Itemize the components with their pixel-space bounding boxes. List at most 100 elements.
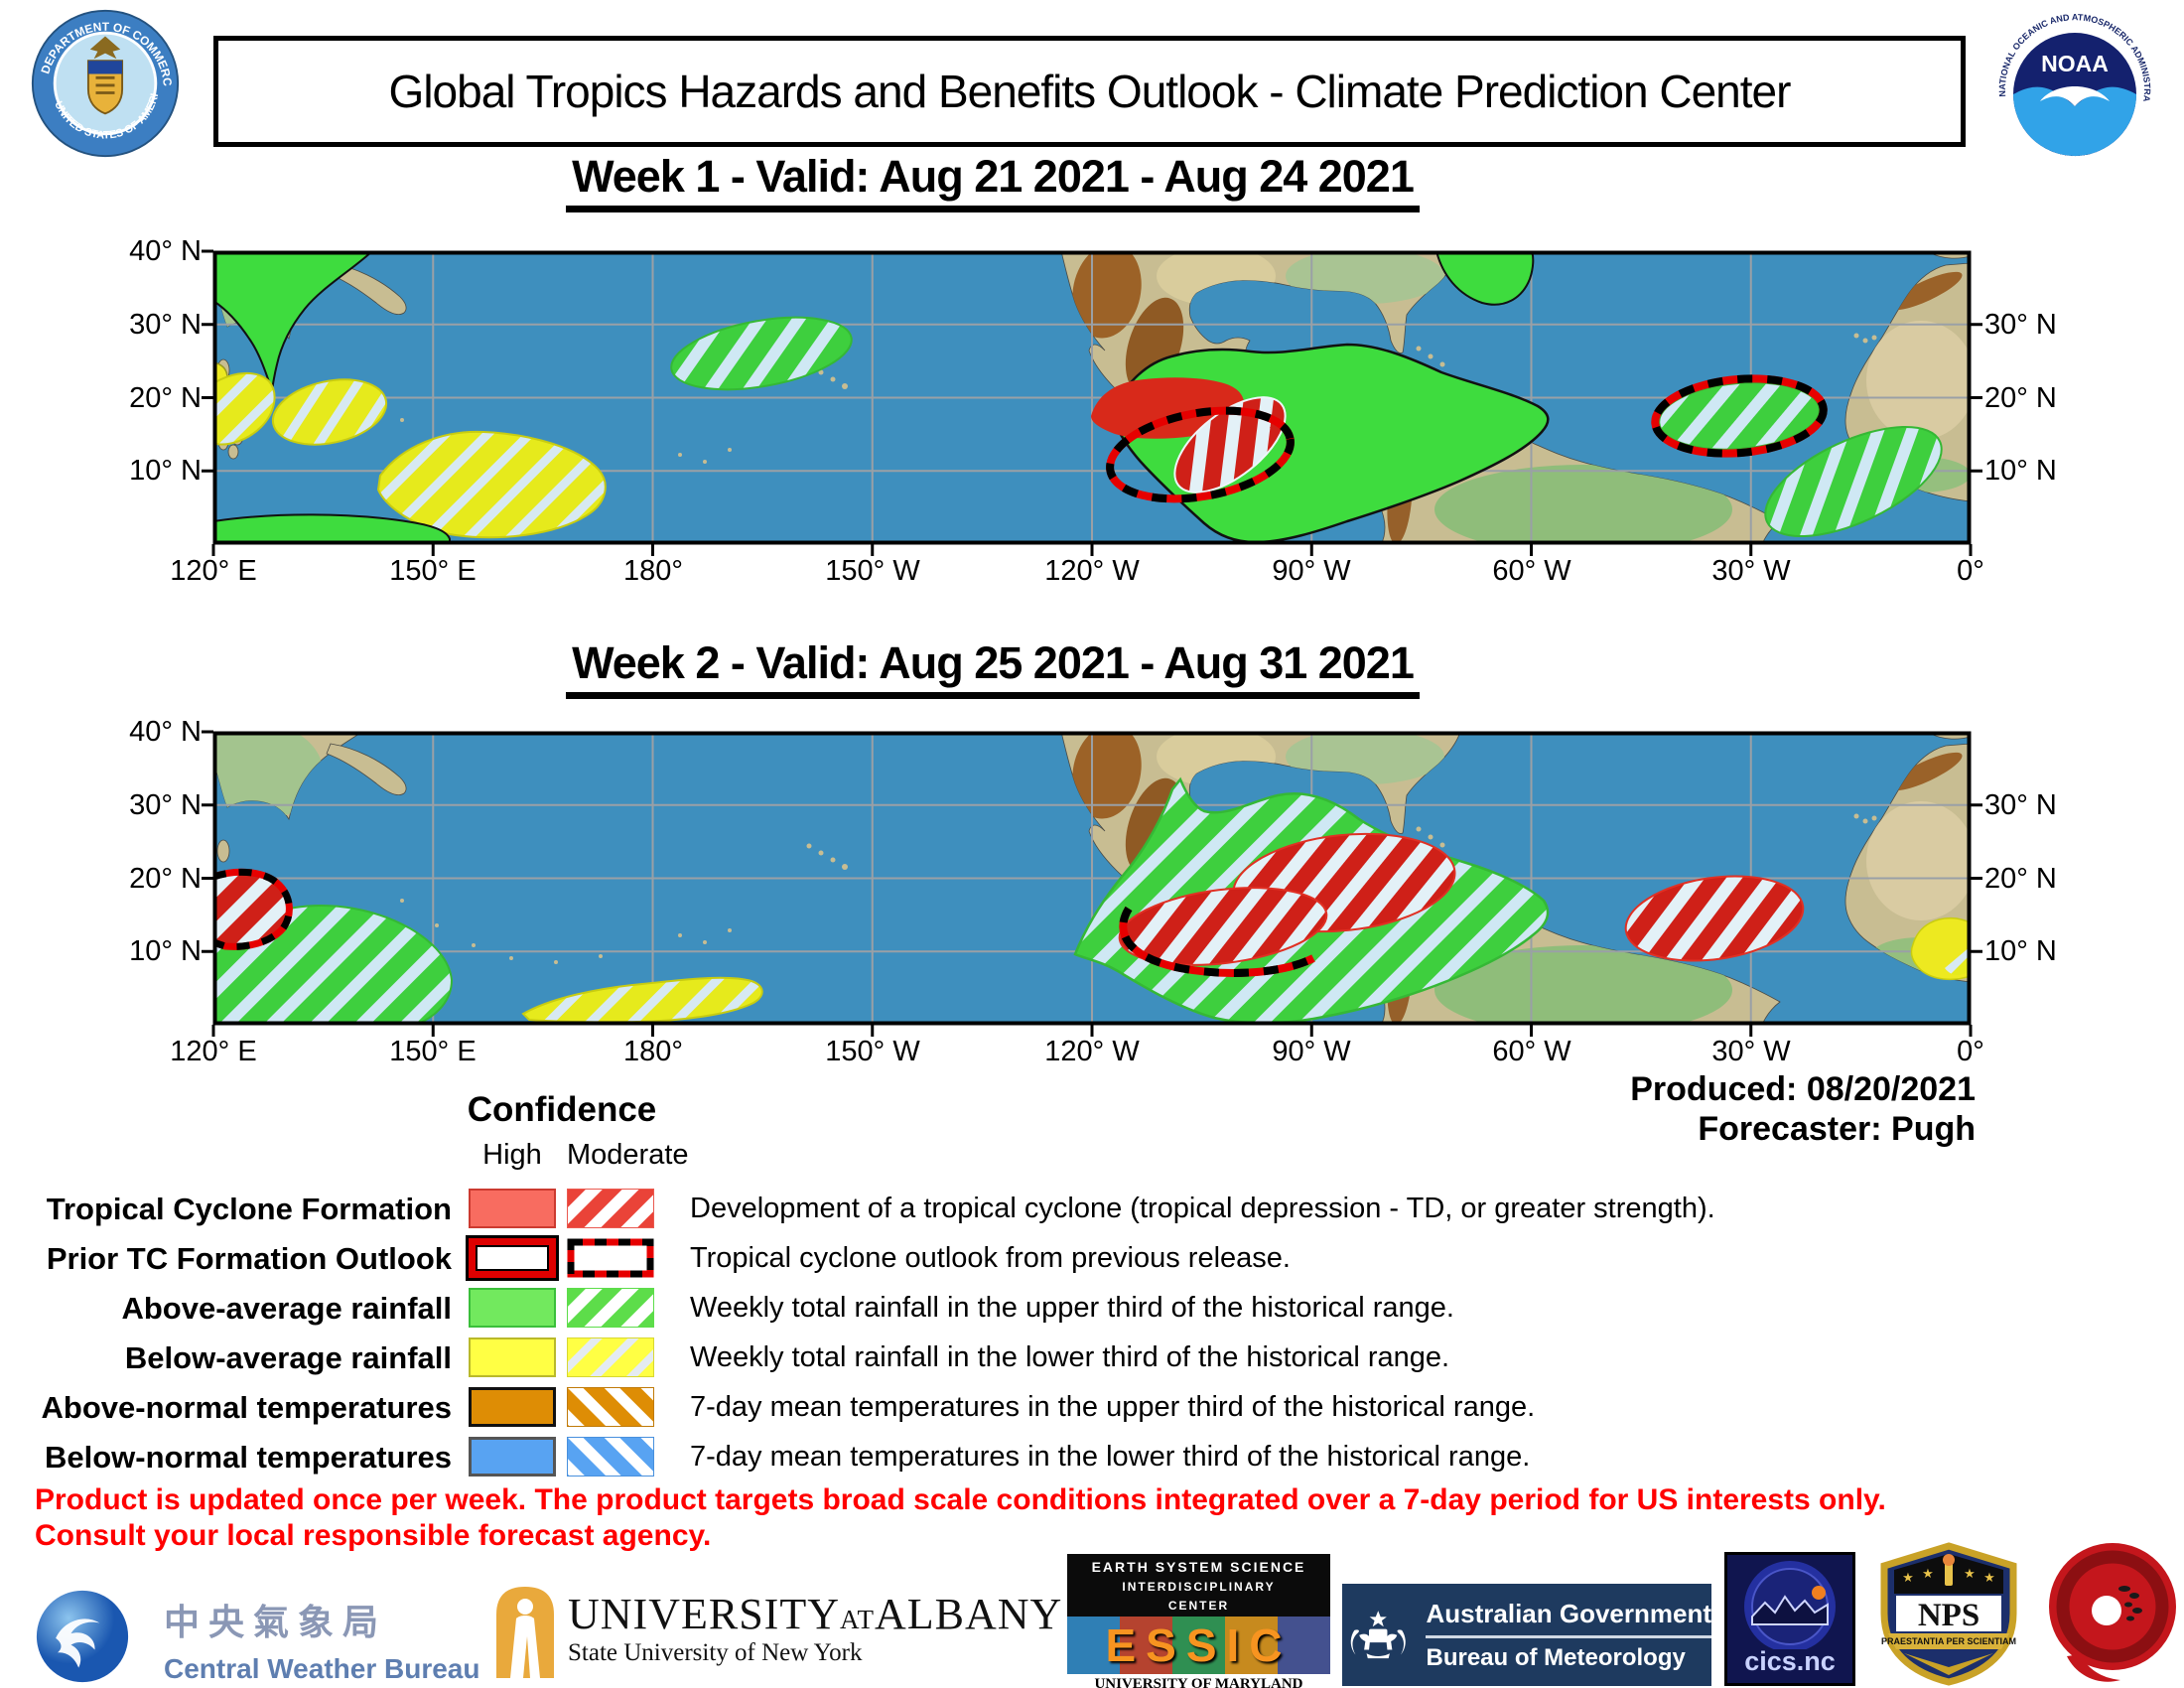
- week1-lat-40n-left: 40° N: [129, 235, 202, 267]
- week1-lon-0: 0°: [1957, 555, 1984, 587]
- legend-desc-rain-below: Weekly total rainfall in the lower third…: [690, 1341, 1450, 1373]
- legend-desc-temp-below: 7-day mean temperatures in the lower thi…: [690, 1441, 1531, 1473]
- svg-text:★: ★: [1922, 1566, 1934, 1581]
- essic-line3: CENTER: [1167, 1599, 1230, 1613]
- week2-lat-30n-right: 30° N: [1984, 789, 2057, 821]
- week1-prior-tc-outlook-atlantic: [1651, 374, 1828, 458]
- week2-tc-formation-moderate-atlantic: [1624, 875, 1805, 962]
- legend-col-moderate: Moderate: [567, 1139, 689, 1171]
- swatch-temp-below-high: [469, 1437, 556, 1477]
- svg-text:★: ★: [1983, 1570, 1995, 1585]
- week1-lon-90w: 90° W: [1272, 555, 1351, 587]
- swatch-tc-moderate: [567, 1189, 654, 1228]
- aus-divider: [1426, 1634, 1711, 1638]
- swatch-rain-below-moderate: [567, 1337, 654, 1377]
- week1-rain-above-equatorial: [213, 513, 451, 544]
- week1-lat-10n-left: 10° N: [129, 455, 202, 487]
- aus-bom-line: Bureau of Meteorology: [1426, 1643, 1686, 1671]
- week1-lon-60w: 60° W: [1492, 555, 1571, 587]
- week2-lat-20n-left: 20° N: [129, 863, 202, 895]
- week1-rain-above-east-atlantic: [1764, 425, 1943, 538]
- legend-confidence-title: Confidence: [467, 1090, 657, 1129]
- produced-date: Produced: 08/20/2021: [1630, 1070, 1976, 1108]
- week1-lon-180: 180°: [623, 555, 683, 587]
- department-of-commerce-seal: DEPARTMENT OF COMMERCE UNITED STATES OF …: [30, 8, 180, 158]
- week1-heading: Week 1 - Valid: Aug 21 2021 - Aug 24 202…: [298, 151, 1688, 212]
- week1-map-border: [212, 250, 1972, 545]
- essic-umd: UNIVERSITY OF MARYLAND: [1067, 1674, 1330, 1688]
- week2-heading: Week 2 - Valid: Aug 25 2021 - Aug 31 202…: [298, 637, 1688, 699]
- essic-line2: INTERDISCIPLINARY: [1122, 1580, 1276, 1594]
- noaa-seagull: [2040, 86, 2110, 106]
- week2-tc-formation-moderate-epac: [1118, 887, 1328, 966]
- cwb-text: 中央氣象局 Central Weather Bureau: [164, 1594, 479, 1685]
- nps-logo: ★ ★ ★ ★ NPS PRAESTANTIA PER SCIENTIAM: [1880, 1542, 2017, 1686]
- week1-lon-150e: 150° E: [389, 555, 477, 587]
- week1-lon-30w: 30° W: [1711, 555, 1791, 587]
- swatch-prior-high: [466, 1235, 559, 1281]
- week1-lon-120w: 120° W: [1044, 555, 1140, 587]
- legend-desc-tc-formation: Development of a tropical cyclone (tropi…: [690, 1193, 1715, 1224]
- cwb-logo: [36, 1590, 129, 1683]
- week1-lat-30n-right: 30° N: [1984, 309, 2057, 341]
- ualbany-mark: [496, 1587, 554, 1678]
- noaa-wordmark: NOAA: [2041, 51, 2109, 76]
- week1-lat-30n-left: 30° N: [129, 309, 202, 341]
- swatch-temp-below-moderate: [567, 1437, 654, 1477]
- week2-lon-60w: 60° W: [1492, 1036, 1571, 1067]
- week2-prior-tc-outlook-epac: [1119, 906, 1315, 977]
- legend-label-rain-above: Above-average rainfall: [121, 1291, 452, 1326]
- swatch-rain-above-high: [469, 1288, 556, 1328]
- page-title: Global Tropics Hazards and Benefits Outl…: [388, 66, 1792, 117]
- forecaster: Forecaster: Pugh: [1698, 1110, 1976, 1148]
- week2-lon-0: 0°: [1957, 1036, 1984, 1067]
- essic-line1: EARTH SYSTEM SCIENCE: [1091, 1559, 1306, 1575]
- week2-prior-tc-outlook-philippines: [213, 868, 293, 950]
- week2-rain-below-west-africa-hatch: [1945, 946, 1971, 976]
- swatch-prior-moderate: [567, 1238, 654, 1278]
- legend-label-rain-below: Below-average rainfall: [124, 1340, 452, 1375]
- swatch-rain-above-moderate: [567, 1288, 654, 1328]
- cwb-chinese-name: 中央氣象局: [164, 1602, 388, 1642]
- disclaimer-line1: Product is updated once per week. The pr…: [35, 1483, 1886, 1516]
- week2-lon-120w: 120° W: [1044, 1036, 1140, 1067]
- week1-lon-120e: 120° E: [170, 555, 257, 587]
- week1-rain-below-philippine-sea: [271, 378, 388, 446]
- cics-logo: cics.nc: [1724, 1552, 1855, 1686]
- week2-lat-10n-right: 10° N: [1984, 935, 2057, 967]
- week2-lon-180: 180°: [623, 1036, 683, 1067]
- australia-coat-of-arms: [1350, 1611, 1406, 1659]
- jtwc-logo: [2049, 1543, 2176, 1682]
- week2-lat-20n-right: 20° N: [1984, 863, 2057, 895]
- week1-rain-above-us-east: [1434, 251, 1535, 306]
- legend-desc-prior-outlook: Tropical cyclone outlook from previous r…: [690, 1242, 1291, 1274]
- swatch-temp-above-high: [469, 1387, 556, 1427]
- week2-lon-150e: 150° E: [389, 1036, 477, 1067]
- week1-map: 40° N 30° N 20° N 10° N 30° N 20° N 10° …: [129, 235, 2057, 587]
- australian-government-text: Australian Government Bureau of Meteorol…: [1426, 1599, 1711, 1672]
- disclaimer-line2: Consult your local responsible forecast …: [35, 1519, 712, 1552]
- week2-tc-formation-moderate-philippines: [213, 872, 290, 947]
- week2-lon-120e: 120° E: [170, 1036, 257, 1067]
- swatch-tc-high: [469, 1189, 556, 1228]
- week1-prior-tc-outlook-epac: [1106, 406, 1295, 503]
- week1-lat-20n-right: 20° N: [1984, 382, 2057, 414]
- week2-map: 40° N 30° N 20° N 10° N 30° N 20° N 10° …: [129, 716, 2057, 1067]
- legend-col-high: High: [482, 1139, 542, 1171]
- week1-lat-10n-right: 10° N: [1984, 455, 2057, 487]
- week1-tc-formation-moderate: [1173, 396, 1287, 493]
- cwb-swirl: [56, 1618, 100, 1668]
- australian-government-logo: Australian Government Bureau of Meteorol…: [1342, 1584, 1711, 1686]
- cwb-english-name: Central Weather Bureau: [164, 1653, 480, 1684]
- week1-lon-150w: 150° W: [825, 555, 920, 587]
- week2-hazard-regions: [213, 776, 1971, 1025]
- week2-lon-30w: 30° W: [1711, 1036, 1791, 1067]
- ualbany-subtitle: State University of New York: [568, 1639, 863, 1666]
- week2-lon-150w: 150° W: [825, 1036, 920, 1067]
- essic-image-tiles: ESSIC: [1067, 1617, 1330, 1674]
- week2-lat-30n-left: 30° N: [129, 789, 202, 821]
- week1-rain-below-taiwan: [213, 371, 276, 446]
- doc-seal-eagle: [89, 36, 121, 60]
- svg-text:★: ★: [1902, 1570, 1914, 1585]
